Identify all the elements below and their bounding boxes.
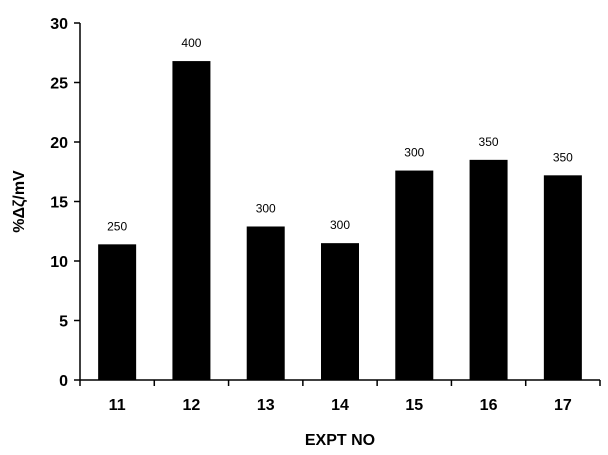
x-axis-title: EXPT NO xyxy=(305,432,375,449)
data-label-12: 400 xyxy=(181,36,201,50)
data-label-16: 350 xyxy=(479,135,499,149)
y-tick-label-6: 30 xyxy=(50,16,68,33)
y-tick-label-5: 25 xyxy=(50,76,68,93)
x-tick-label-14: 14 xyxy=(331,397,349,414)
y-tick-label-1: 5 xyxy=(59,314,68,331)
bar-15 xyxy=(395,170,434,380)
y-tick-label-2: 10 xyxy=(50,254,68,271)
x-tick-label-17: 17 xyxy=(554,397,572,414)
x-tick-label-16: 16 xyxy=(480,397,498,414)
data-label-15: 300 xyxy=(404,146,424,160)
data-label-13: 300 xyxy=(256,201,276,215)
data-label-14: 300 xyxy=(330,218,350,232)
data-label-17: 350 xyxy=(553,150,573,164)
x-tick-label-11: 11 xyxy=(109,397,126,414)
y-tick-label-0: 0 xyxy=(59,373,68,390)
bar-12 xyxy=(172,61,211,381)
data-label-11: 250 xyxy=(107,219,127,233)
bar-14 xyxy=(321,243,359,380)
data-labels: 250 400 300 300 300 350 350 xyxy=(107,36,573,233)
y-tick-label-4: 20 xyxy=(50,135,68,152)
bar-17 xyxy=(543,175,582,380)
x-axis: 11 12 13 14 15 16 17 xyxy=(79,379,601,414)
x-tick-label-12: 12 xyxy=(183,397,201,414)
y-axis-title: %Δζ/mV xyxy=(11,170,28,233)
y-tick-label-3: 15 xyxy=(50,195,68,212)
x-tick-label-15: 15 xyxy=(405,397,423,414)
y-axis: 0 5 10 15 20 25 30 xyxy=(50,16,81,390)
bars xyxy=(98,61,582,381)
bar-16 xyxy=(469,159,508,380)
bar-13 xyxy=(246,226,285,380)
x-tick-label-13: 13 xyxy=(257,397,275,414)
bar-11 xyxy=(98,244,137,380)
